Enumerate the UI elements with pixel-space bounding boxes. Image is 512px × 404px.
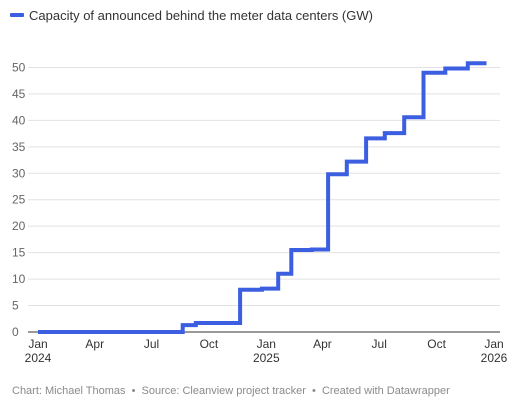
footer-separator: • [132,385,136,397]
x-tick-year-label: 2024 [25,351,52,365]
footer-separator: • [312,385,316,397]
y-tick-label: 20 [12,219,26,233]
chart-footer: Chart: Michael Thomas • Source: Cleanvie… [12,385,450,397]
y-tick-label: 45 [12,87,26,101]
y-tick-label: 30 [12,166,26,180]
x-tick-label: Jan [257,337,276,351]
y-tick-label: 10 [12,272,26,286]
x-tick-label: Jan [28,337,47,351]
x-tick-label: Oct [427,337,446,351]
y-tick-label: 0 [12,325,19,339]
x-tick-year-label: 2025 [253,351,280,365]
y-tick-label: 5 [12,299,19,313]
x-tick-label: Apr [85,337,104,351]
footer-tool: Created with Datawrapper [322,385,450,397]
x-tick-label: Oct [200,337,219,351]
x-tick-label: Jul [372,337,387,351]
y-tick-label: 25 [12,193,26,207]
x-tick-label: Jan [484,337,503,351]
series-line [38,63,487,332]
x-tick-year-label: 2026 [481,351,508,365]
x-tick-label: Jul [144,337,159,351]
y-tick-label: 15 [12,246,26,260]
footer-source: Source: Cleanview project tracker [142,385,306,397]
x-tick-label: Apr [313,337,332,351]
y-tick-label: 35 [12,140,26,154]
y-tick-label: 40 [12,113,26,127]
y-tick-label: 50 [12,60,26,74]
footer-credit: Chart: Michael Thomas [12,385,126,397]
